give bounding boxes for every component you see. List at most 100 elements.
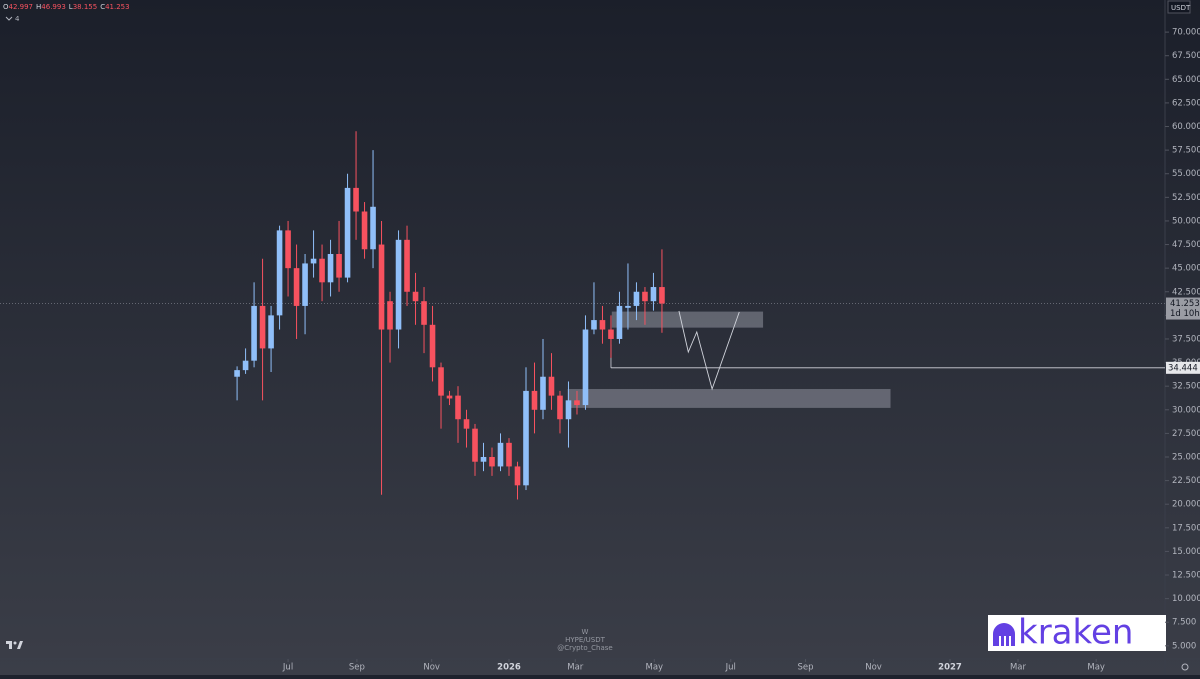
x-tick-label: Mar <box>1010 663 1027 673</box>
logo-icon <box>993 623 1015 646</box>
x-tick-label: Sep <box>349 663 365 673</box>
candle-body <box>242 360 249 371</box>
candle-body <box>472 428 478 462</box>
candle-body <box>531 390 538 410</box>
candle-body <box>633 291 640 306</box>
logo-part <box>17 641 23 649</box>
ohlc-prefix: H <box>36 3 41 11</box>
y-tick-label: 52.500 <box>1172 193 1200 203</box>
price-tag: 41.253 <box>1170 299 1200 309</box>
x-tick-label: 2027 <box>938 663 962 673</box>
zone <box>567 389 891 408</box>
ohlc-header: O42.997 H46.993 L38.155 C41.253 <box>3 3 130 11</box>
candle-body <box>344 187 351 278</box>
candle-body <box>421 301 427 325</box>
x-tick-label: Mar <box>567 663 584 673</box>
x-tick-label: May <box>1087 663 1105 673</box>
candle-body <box>327 253 334 283</box>
x-tick-label: Sep <box>798 663 814 673</box>
candle-body <box>378 244 385 330</box>
candle-body <box>446 395 453 399</box>
candle-body <box>616 305 623 339</box>
candle-body <box>429 324 436 368</box>
candle-body <box>659 287 665 304</box>
y-tick-label: 22.500 <box>1172 476 1200 486</box>
candle-body <box>412 291 419 302</box>
level-tag-bg <box>1166 361 1200 374</box>
watermark: W <box>582 628 589 636</box>
logo-part <box>9 641 12 649</box>
candle-body <box>642 291 648 302</box>
candle-body <box>285 230 291 269</box>
ohlc-text: O42.997 H46.993 L38.155 C41.253 <box>3 3 130 11</box>
candle-body <box>310 258 317 264</box>
candle-body <box>565 400 572 420</box>
y-tick-label: 60.000 <box>1172 122 1200 132</box>
countdown: 1d 10h <box>1170 309 1200 319</box>
candle-body <box>259 305 266 349</box>
projection-path <box>678 310 740 391</box>
interval-control[interactable]: 4 <box>5 15 20 23</box>
interval: 4 <box>15 15 20 23</box>
candle-body <box>489 456 495 467</box>
ohlc-prefix: O <box>3 3 9 11</box>
currency-box[interactable] <box>1167 0 1191 14</box>
candle-body <box>370 206 376 250</box>
ohlc-value: 41.253 <box>105 3 130 11</box>
settings-icon[interactable] <box>1181 663 1189 671</box>
candle-body <box>574 400 580 406</box>
y-tick-label: 47.500 <box>1172 240 1200 250</box>
y-tick-label: 7.500 <box>1172 618 1196 628</box>
y-tick-label: 45.000 <box>1172 264 1200 274</box>
y-tick-label: 27.500 <box>1172 429 1200 439</box>
y-tick-label: 55.000 <box>1172 169 1200 179</box>
price-tag-bg <box>1166 297 1200 320</box>
candle-body <box>404 239 410 292</box>
tradingview-logo <box>6 641 23 649</box>
y-tick-label: 70.000 <box>1172 28 1200 38</box>
candle-body <box>557 395 563 420</box>
candle-body <box>506 442 512 467</box>
candle-body <box>497 442 504 467</box>
candle-body <box>548 376 555 396</box>
y-tick-label: 25.000 <box>1172 452 1200 462</box>
y-tick-label: 20.000 <box>1172 500 1200 510</box>
candle-body <box>319 258 325 283</box>
candle-body <box>361 211 368 250</box>
candle-body <box>514 466 521 486</box>
level-tag: 34.444 <box>1168 363 1198 373</box>
candle-body <box>395 239 402 330</box>
y-tick-label: 12.500 <box>1172 571 1200 581</box>
y-tick-label: 37.500 <box>1172 334 1200 344</box>
candle-body <box>276 230 283 316</box>
y-tick-label: 65.000 <box>1172 75 1200 85</box>
y-tick-label: 15.000 <box>1172 547 1200 557</box>
y-tick-label: 42.500 <box>1172 287 1200 297</box>
x-tick-label: Nov <box>865 663 882 673</box>
x-tick-label: May <box>646 663 664 673</box>
candle-body <box>463 419 470 429</box>
x-tick-label: Nov <box>423 663 440 673</box>
y-tick-label: 17.500 <box>1172 523 1200 533</box>
y-tick-label: 50.000 <box>1172 216 1200 226</box>
candle-body <box>540 376 546 410</box>
candle-body <box>251 305 257 361</box>
x-tick-label: Jul <box>725 663 736 673</box>
y-tick-label: 67.500 <box>1172 51 1200 61</box>
y-tick-label: 30.000 <box>1172 405 1200 415</box>
ohlc-value: 46.993 <box>41 3 66 11</box>
candle-body <box>599 320 606 330</box>
chevron-icon <box>5 16 13 21</box>
candle-body <box>650 287 657 302</box>
ohlc-value: 42.997 <box>9 3 34 11</box>
candle-body <box>438 367 444 396</box>
candle-body <box>480 456 487 462</box>
candle-body <box>336 253 342 278</box>
candle-body <box>625 305 631 308</box>
logo-text: kraken <box>1018 613 1133 653</box>
y-tick-label: 32.500 <box>1172 382 1200 392</box>
currency: USDT <box>1171 4 1191 12</box>
ohlc-prefix: C <box>100 3 105 11</box>
